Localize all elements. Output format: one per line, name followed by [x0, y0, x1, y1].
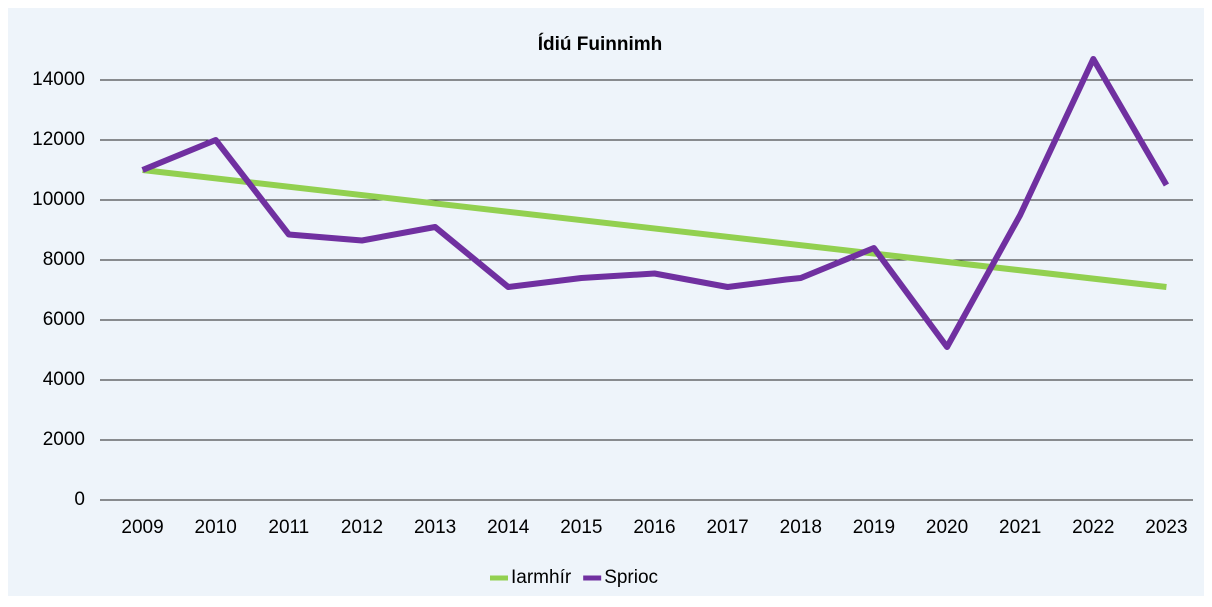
x-tick-label: 2022 — [1072, 517, 1114, 538]
chart-background — [8, 8, 1204, 596]
y-tick-label: 14000 — [32, 69, 85, 90]
x-tick-label: 2015 — [560, 517, 602, 538]
x-tick-label: 2017 — [706, 517, 748, 538]
x-tick-label: 2009 — [121, 517, 163, 538]
y-tick-label: 4000 — [43, 369, 85, 390]
chart-title: Ídiú Fuinnimh — [538, 33, 663, 55]
x-tick-label: 2010 — [195, 517, 237, 538]
x-tick-label: 2016 — [633, 517, 675, 538]
x-tick-label: 2021 — [999, 517, 1041, 538]
x-tick-label: 2018 — [780, 517, 822, 538]
y-tick-label: 8000 — [43, 249, 85, 270]
legend-label: Iarmhír — [511, 567, 572, 588]
x-tick-label: 2011 — [268, 517, 309, 538]
x-tick-label: 2020 — [926, 517, 968, 538]
y-tick-label: 6000 — [43, 309, 85, 330]
x-tick-label: 2014 — [487, 517, 530, 538]
y-tick-label: 0 — [74, 489, 85, 510]
x-tick-label: 2012 — [341, 517, 383, 538]
legend-label: Sprioc — [604, 567, 658, 588]
x-tick-label: 2013 — [414, 517, 456, 538]
line-series — [142, 167, 1167, 290]
y-tick-label: 12000 — [32, 129, 85, 150]
x-tick-label: 2019 — [853, 517, 895, 538]
y-tick-label: 10000 — [32, 189, 85, 210]
x-tick-label: 2023 — [1145, 517, 1187, 538]
line-series — [141, 56, 1170, 350]
y-tick-label: 2000 — [43, 429, 85, 450]
